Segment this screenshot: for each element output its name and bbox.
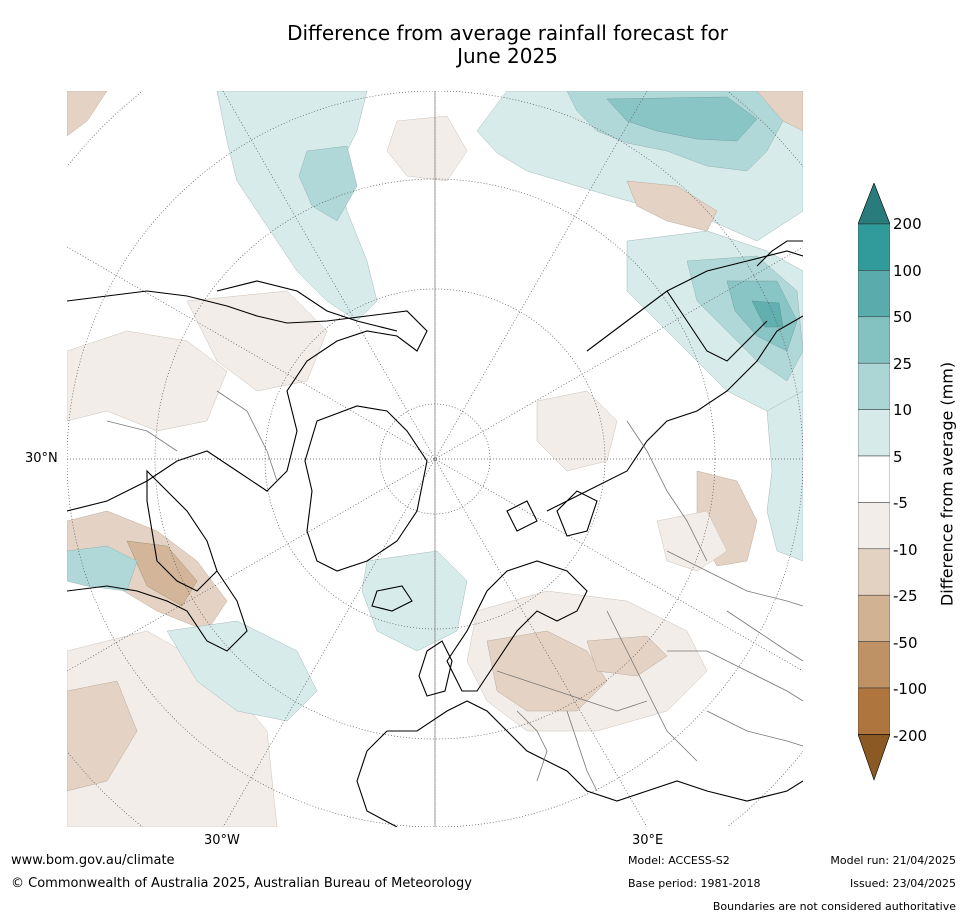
country-border (566, 710, 598, 792)
colorbar-swatch (857, 455, 891, 503)
dry-anomaly-europe-2 (486, 630, 608, 712)
website-link[interactable]: www.bom.gov.au/climate (11, 853, 175, 868)
colorbar-swatch (857, 409, 891, 457)
copyright-text: © Commonwealth of Australia 2025, Austra… (11, 876, 472, 891)
model-run-date: Model run: 21/04/2025 (830, 854, 956, 867)
kamchatka-coast (666, 290, 768, 362)
dry-anomaly-west (67, 330, 228, 432)
colorbar-tick-label: 25 (893, 354, 913, 373)
colorbar-tick-label: -50 (893, 633, 918, 652)
colorbar-tick-label: 5 (893, 447, 903, 466)
base-period: Base period: 1981-2018 (628, 877, 761, 890)
chukotka-coast (586, 250, 803, 352)
colorbar-swatch (857, 687, 891, 735)
dry-anomaly-top-right (756, 91, 803, 132)
longitude-label-30w: 30°W (204, 833, 240, 848)
colorbar-swatch (857, 594, 891, 642)
dry-anomaly-russia (586, 635, 668, 677)
colorbar-swatch (857, 641, 891, 689)
colorbar-tick-label: 10 (893, 401, 913, 419)
anomaly-shading (67, 91, 803, 827)
colorbar-swatch (857, 270, 891, 318)
japan-coast (756, 240, 803, 267)
country-border (626, 420, 708, 562)
wet-anomaly-north-atlantic-2 (298, 145, 358, 222)
greenland-coast (304, 405, 428, 572)
scandinavia-coast (446, 560, 588, 692)
colorbar-swatch (857, 223, 891, 271)
colorbar-tick-label: -10 (893, 540, 918, 559)
colorbar (857, 182, 891, 783)
dry-anomaly-top-left-corner (67, 91, 108, 137)
longitude-label-30e: 30°E (632, 833, 664, 848)
issued-date: Issued: 23/04/2025 (849, 877, 956, 890)
wet-anomaly-caribbean (67, 545, 138, 592)
country-border (706, 710, 803, 747)
country-border (666, 550, 803, 607)
rainfall-map (67, 91, 803, 827)
country-border (606, 610, 698, 762)
country-borders (106, 390, 803, 792)
country-border (106, 420, 178, 452)
dry-anomaly-north-pacific (626, 180, 718, 232)
country-border (516, 710, 548, 782)
colorbar-extend-bottom (857, 734, 891, 781)
hudson-bay-coast (146, 469, 218, 592)
colorbar-extend-top (857, 182, 891, 225)
siberia-coast (546, 315, 803, 512)
alaska-coast (216, 280, 398, 332)
uk-coast (418, 640, 453, 697)
wet-anomaly-east-asia (766, 390, 803, 562)
colorbar-title: Difference from average (mm) (937, 361, 957, 607)
iceland-coast (371, 585, 413, 612)
wet-anomaly-norway-sea (361, 550, 468, 652)
country-border (216, 390, 278, 482)
dry-anomaly-southwest-2 (67, 680, 138, 792)
coastlines (67, 240, 803, 827)
wet-anomaly-mid-atlantic (166, 620, 318, 722)
colorbar-tick-label: 50 (893, 308, 913, 326)
colorbar-swatch (857, 316, 891, 364)
dry-anomaly-canada (186, 290, 328, 392)
colorbar-svg (857, 182, 891, 781)
europe-coast (387, 700, 803, 802)
meridian (222, 91, 648, 827)
map-title: Difference from average rainfall forecas… (150, 22, 865, 68)
north-america-coast (67, 290, 428, 512)
boundaries-disclaimer: Boundaries are not considered authoritat… (712, 900, 956, 913)
model-name: Model: ACCESS-S2 (628, 854, 730, 867)
colorbar-tick-label: 100 (893, 261, 922, 280)
title-line-2: June 2025 (457, 44, 558, 68)
wet-anomaly-top-right-3 (606, 96, 758, 142)
country-border (667, 650, 803, 702)
country-border (496, 670, 648, 712)
country-border (726, 610, 803, 662)
svalbard-coast (506, 500, 538, 532)
colorbar-swatch (857, 502, 891, 550)
colorbar-tick-label: -25 (893, 587, 918, 605)
latitude-label-30n: 30°N (25, 451, 58, 466)
colorbar-swatch (857, 548, 891, 596)
meridian (67, 246, 803, 672)
colorbar-tick-label: -5 (893, 494, 908, 512)
map-svg (67, 91, 803, 827)
dry-anomaly-east-europe (656, 510, 728, 572)
colorbar-tick-label: 200 (893, 215, 922, 233)
novaya-zemlya-coast (556, 490, 598, 537)
meridian (67, 246, 803, 672)
dry-anomaly-atlantic-north (386, 115, 468, 182)
meridian (222, 91, 648, 827)
dry-anomaly-arctic-ocean (536, 390, 618, 472)
colorbar-tick-label: -200 (893, 726, 928, 745)
title-line-1: Difference from average rainfall forecas… (287, 21, 728, 45)
colorbar-swatch (857, 362, 891, 410)
us-east-coast (67, 570, 248, 652)
colorbar-tick-label: -100 (893, 680, 928, 698)
iberia-coast (356, 730, 398, 827)
